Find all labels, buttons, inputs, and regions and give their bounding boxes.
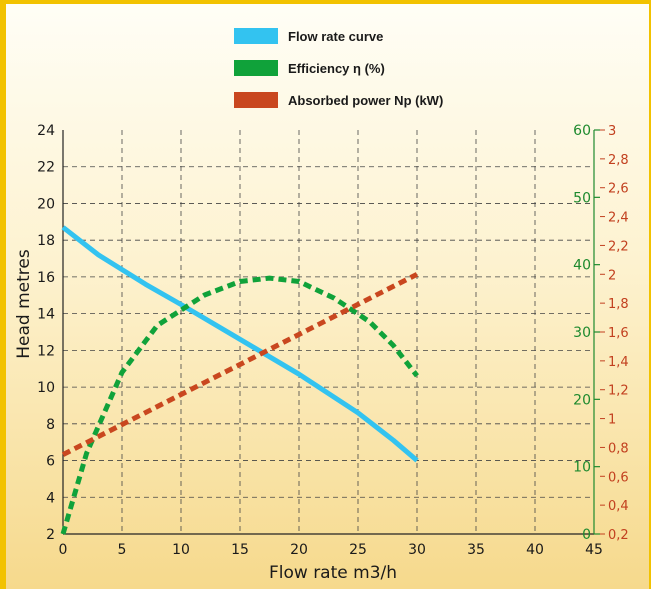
efficiency-tick-label: 20 — [573, 392, 591, 408]
flow-rate-curve — [61, 225, 419, 463]
y-tick-label: 2 — [46, 527, 55, 543]
efficiency-tick-label: 10 — [573, 460, 591, 476]
power-tick-label: 0,8 — [608, 441, 629, 456]
x-tick-label: 5 — [118, 542, 127, 558]
axes — [62, 129, 605, 535]
efficiency-tick-label: 50 — [573, 190, 591, 206]
power-tick-label: 0,4 — [608, 499, 629, 514]
power-tick-label: 2,2 — [608, 239, 629, 254]
power-tick-label: 1,6 — [608, 326, 629, 341]
y-tick-label: 6 — [46, 454, 55, 470]
power-tick-label: 1 — [608, 413, 616, 428]
x-tick-label: 40 — [526, 542, 544, 558]
y-tick-label: 20 — [37, 196, 55, 212]
performance-chart: Flow rate curve Efficiency η (%) Absorbe… — [14, 28, 629, 583]
y-tick-label: 8 — [46, 417, 55, 433]
efficiency-tick-label: 60 — [573, 123, 591, 139]
y-tick-label: 12 — [37, 343, 55, 359]
power-tick-label: 1,2 — [608, 384, 629, 399]
tick-labels: 0 5 10 15 20 25 30 35 40 452468101214161820222401… — [37, 123, 629, 558]
y-tick-label: 24 — [37, 123, 55, 139]
legend: Flow rate curve Efficiency η (%) Absorbe… — [234, 28, 443, 108]
power-tick-label: 2,6 — [608, 182, 629, 197]
power-tick-label: 1,8 — [608, 297, 629, 312]
y-tick-label: 4 — [46, 490, 55, 506]
x-tick-label: 0 — [59, 542, 68, 558]
x-axis-label: Flow rate m3/h — [269, 563, 397, 583]
legend-label-power: Absorbed power Np (kW) — [288, 93, 443, 108]
absorbed-power-curve — [61, 272, 419, 457]
y-tick-label: 10 — [37, 380, 55, 396]
x-tick-label: 30 — [408, 542, 426, 558]
y-axis-label: Head metres — [14, 249, 34, 359]
power-tick-label: 0,2 — [608, 528, 629, 543]
power-tick-label: 3 — [608, 124, 616, 139]
legend-swatch-power — [234, 92, 278, 108]
efficiency-curve — [60, 275, 419, 535]
legend-label-efficiency: Efficiency η (%) — [288, 61, 385, 76]
power-tick-label: 0,6 — [608, 470, 629, 485]
x-tick-label: 10 — [172, 542, 190, 558]
y-tick-label: 18 — [37, 233, 55, 249]
y-tick-label: 16 — [37, 270, 55, 286]
y-tick-label: 14 — [37, 307, 55, 323]
efficiency-tick-label: 30 — [573, 325, 591, 341]
power-tick-label: 2,8 — [608, 153, 629, 168]
x-tick-label: 35 — [467, 542, 485, 558]
efficiency-tick-label: 40 — [573, 258, 591, 274]
y-tick-label: 22 — [37, 160, 55, 176]
x-tick-label: 45 — [585, 542, 603, 558]
power-tick-label: 2,4 — [608, 211, 629, 226]
power-tick-label: 1,4 — [608, 355, 629, 370]
power-tick-label: 2 — [608, 268, 616, 283]
grid — [63, 130, 594, 534]
series-lines — [60, 225, 419, 535]
x-tick-label: 20 — [290, 542, 308, 558]
x-tick-label: 15 — [231, 542, 249, 558]
legend-swatch-flow — [234, 28, 278, 44]
x-tick-label: 25 — [349, 542, 367, 558]
legend-swatch-efficiency — [234, 60, 278, 76]
efficiency-tick-label: 0 — [582, 527, 591, 543]
legend-label-flow: Flow rate curve — [288, 29, 383, 44]
